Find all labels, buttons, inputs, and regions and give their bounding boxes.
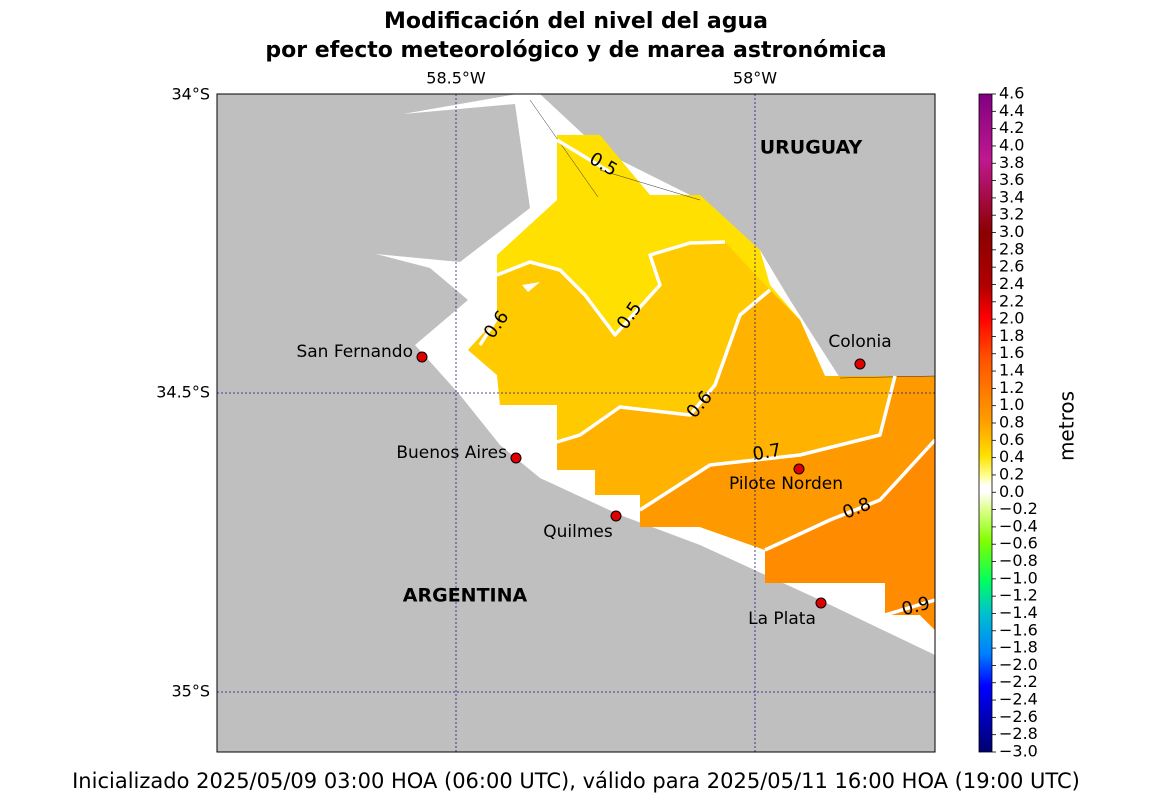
city-marker [854,358,866,370]
city-marker [510,452,522,464]
colorbar-tick-label: −2.4 [999,690,1038,709]
colorbar-tick-label: 2.2 [999,291,1024,310]
colorbar-tick-label: 3.6 [999,170,1024,189]
colorbar-tick-label: −1.0 [999,568,1038,587]
lon-tick-label: 58.5°W [426,69,486,88]
colorbar-tick-label: 2.4 [999,274,1024,293]
colorbar-tick-label: −0.8 [999,551,1038,570]
contour-line [884,598,935,617]
colorbar-tick-label: 3.2 [999,205,1024,224]
colorbar-tick-label: −2.2 [999,672,1038,691]
colorbar-tick-label: −0.6 [999,534,1038,553]
colorbar-tick-label: 1.8 [999,326,1024,345]
city-label: La Plata [748,609,816,629]
contour-line [478,288,772,444]
colorbar-tick-label: 1.4 [999,361,1024,380]
city-label: Colonia [828,332,891,352]
city-label: Pilote Norden [729,474,843,494]
colorbar-tick-label: 1.0 [999,395,1024,414]
colorbar-tick-label: 4.4 [999,101,1024,120]
contour-line [764,438,935,552]
colorbar-label: metros [1055,391,1079,461]
colorbar-tick-label: −1.4 [999,603,1038,622]
city-marker [416,351,428,363]
colorbar [978,93,993,753]
colorbar-tick-label: −1.6 [999,620,1038,639]
lat-tick-label: 35°S [171,682,210,701]
colorbar-tick-label: −0.2 [999,499,1038,518]
colorbar-tick-label: 0.6 [999,430,1024,449]
colorbar-tick-label: 2.6 [999,257,1024,276]
colorbar-tick-label: 0.0 [999,482,1024,501]
city-marker [610,510,622,522]
white-patch [522,282,540,292]
title: por efecto meteorológico y de marea astr… [265,38,886,63]
colorbar-tick-label: −1.2 [999,586,1038,605]
country-label: URUGUAY [760,137,863,159]
colorbar-tick-label: 3.4 [999,187,1024,206]
colorbar-tick-label: −2.6 [999,707,1038,726]
map-area [217,94,935,752]
colorbar-tick-label: 0.2 [999,464,1024,483]
map-frame [216,93,936,753]
country-label: ARGENTINA [403,585,528,607]
colorbar-tick-label: 3.0 [999,222,1024,241]
city-label: San Fernando [296,342,413,362]
title: Modificación del nivel del agua [384,9,768,34]
colorbar-tick-label: −2.8 [999,724,1038,743]
city-marker [793,463,805,475]
colorbar-tick-label: −1.8 [999,638,1038,657]
colorbar-tick-label: 0.8 [999,413,1024,432]
colorbar-tick-label: 1.6 [999,343,1024,362]
colorbar-tick-label: 4.6 [999,84,1024,103]
lon-tick-label: 58°W [733,69,777,88]
contour-label: 0.7 [751,440,783,466]
city-marker [815,597,827,609]
colorbar-tick-label: 3.8 [999,153,1024,172]
colorbar-tick-label: −3.0 [999,742,1038,761]
lat-tick-label: 34.5°S [156,383,210,402]
lat-tick-label: 34°S [171,85,210,104]
border-line [529,99,935,379]
colorbar-tick-label: −0.4 [999,516,1038,535]
colorbar-tick-label: 1.2 [999,378,1024,397]
city-label: Quilmes [543,522,613,542]
colorbar-tick-label: 0.4 [999,447,1024,466]
footer: Inicializado 2025/05/09 03:00 HOA (06:00… [72,769,1080,793]
colorbar-tick-label: 4.2 [999,118,1024,137]
contour-line [496,138,726,337]
colorbar-tick-label: 2.0 [999,309,1024,328]
colorbar-tick-label: 4.0 [999,135,1024,154]
city-label: Buenos Aires [396,443,507,463]
colorbar-ticks: −3.0−2.8−2.6−2.4−2.2−2.0−1.8−1.6−1.4−1.2… [992,84,1038,761]
contour-line [639,375,897,512]
colorbar-tick-label: 2.8 [999,239,1024,258]
colorbar-tick-label: −2.0 [999,655,1038,674]
